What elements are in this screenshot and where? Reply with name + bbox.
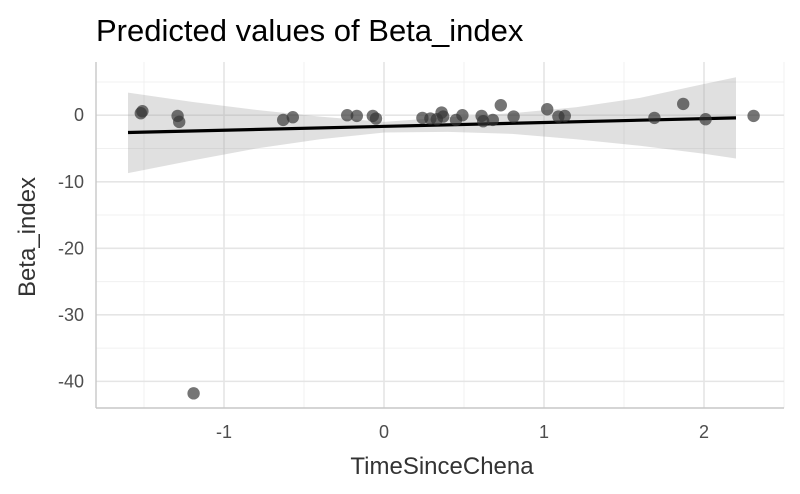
x-axis-ticks: -1 0 1 2 <box>216 422 709 442</box>
y-tick-label: -40 <box>58 371 84 391</box>
data-point <box>486 113 499 127</box>
data-point <box>747 109 760 123</box>
y-axis-ticks: -40 -30 -20 -10 0 <box>58 105 84 391</box>
x-tick-label: 1 <box>539 422 549 442</box>
data-point <box>699 113 712 126</box>
y-tick-label: -20 <box>58 238 84 258</box>
chart-title: Predicted values of Beta_index <box>96 13 524 48</box>
data-point <box>677 97 690 111</box>
data-point <box>187 387 200 400</box>
data-point <box>648 111 661 125</box>
x-tick-label: 2 <box>699 422 709 442</box>
data-point <box>286 111 299 124</box>
data-point <box>507 110 520 123</box>
data-point <box>173 115 186 129</box>
data-point <box>134 107 147 120</box>
data-point <box>369 112 383 125</box>
x-tick-label: 0 <box>379 422 389 442</box>
data-point <box>541 103 554 116</box>
y-axis-title: Beta_index <box>14 177 41 297</box>
data-point <box>477 115 490 128</box>
data-point <box>277 113 290 127</box>
data-point <box>456 109 469 122</box>
data-point <box>437 110 450 123</box>
data-point <box>350 109 363 123</box>
y-tick-label: 0 <box>74 105 84 125</box>
data-points <box>134 97 760 400</box>
y-tick-label: -30 <box>58 305 84 325</box>
regression-line <box>127 116 737 135</box>
data-point <box>558 109 571 123</box>
data-point <box>494 99 507 112</box>
major-gridlines <box>96 62 784 408</box>
x-tick-label: -1 <box>216 422 232 442</box>
data-point <box>341 109 354 122</box>
y-tick-label: -10 <box>58 172 84 192</box>
x-axis-title: TimeSinceChena <box>350 453 534 480</box>
